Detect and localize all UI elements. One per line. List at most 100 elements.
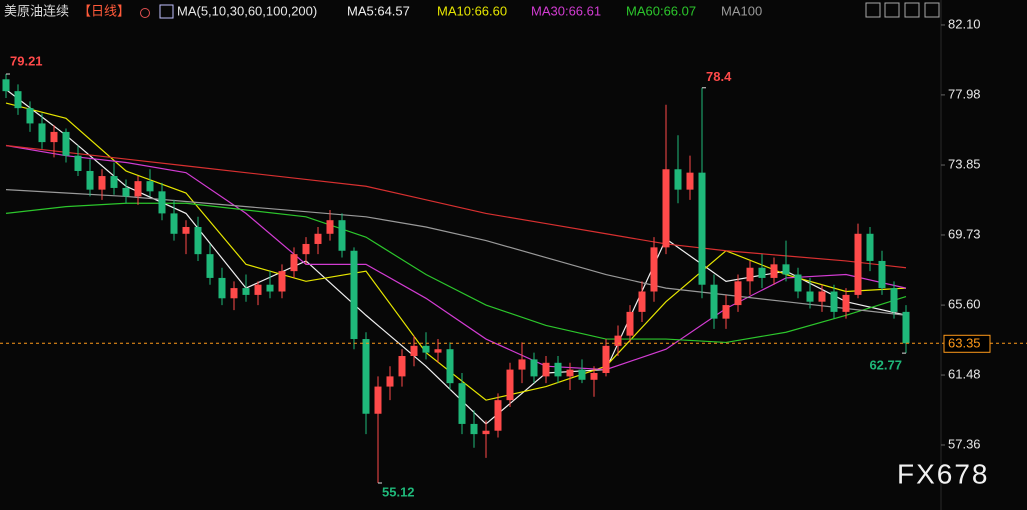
candle-body [458, 383, 466, 424]
legend-entry: MA60:66.07 [626, 3, 696, 18]
candle-body [254, 284, 262, 295]
candle-body [398, 356, 406, 377]
ma-line [5, 144, 907, 371]
tool-icon[interactable] [924, 2, 940, 18]
candle-body [122, 187, 130, 197]
indicator-icon[interactable] [159, 4, 174, 19]
last-price-label: 63.35 [948, 336, 981, 351]
candle-body [530, 359, 538, 377]
ma-line [5, 189, 907, 316]
candle-body [494, 400, 502, 431]
candle-body [722, 305, 730, 319]
candle-body [98, 176, 106, 190]
candle-body [770, 264, 778, 278]
ma-line [5, 202, 907, 344]
candle-body [890, 288, 898, 312]
candle-body [758, 267, 766, 278]
candle-body [710, 284, 718, 319]
candle-body [38, 123, 46, 143]
candle-body [350, 250, 358, 340]
y-tick-label: 69.73 [948, 226, 981, 241]
candle-body [302, 243, 310, 255]
annotation-label: 55.12 [382, 484, 415, 499]
y-tick-label: 73.85 [948, 156, 981, 171]
candle-body [314, 233, 322, 244]
candle-body [14, 91, 22, 109]
candle-body [866, 233, 874, 261]
annotation-label: 78.4 [706, 69, 732, 84]
candle-body [278, 271, 286, 292]
candle-body [542, 362, 550, 377]
candle-body [746, 267, 754, 282]
candle-body [362, 339, 370, 414]
y-tick-label: 82.10 [948, 16, 981, 31]
candle-body [62, 131, 70, 156]
candle-body [470, 423, 478, 435]
add-icon[interactable] [140, 8, 150, 18]
candle-body [614, 335, 622, 346]
y-tick-label: 65.60 [948, 297, 981, 312]
candle-body [518, 359, 526, 370]
candle-body [338, 220, 346, 251]
y-tick-label: 57.36 [948, 436, 981, 451]
candle-body [482, 430, 490, 435]
candle-body [686, 172, 694, 190]
candle-body [806, 291, 814, 302]
candle-body [830, 291, 838, 312]
ma-line [5, 88, 907, 425]
tool-icon[interactable] [904, 2, 920, 18]
candle-body [26, 108, 34, 124]
candle-body [590, 372, 598, 380]
legend-entry: MA30:66.61 [531, 3, 601, 18]
watermark: FX678 [897, 458, 990, 489]
candle-body [110, 176, 118, 188]
candle-body [698, 172, 706, 285]
candle-body [506, 369, 514, 401]
candle-body [290, 254, 298, 272]
y-tick-label: 77.98 [948, 86, 981, 101]
candle-body [74, 155, 82, 171]
last-price-box [943, 334, 991, 353]
candle-body [170, 213, 178, 234]
y-tick-label: 61.48 [948, 366, 981, 381]
tool-icon[interactable] [884, 2, 900, 18]
period: 【日线】 [78, 3, 130, 18]
candle-body [422, 345, 430, 353]
candle-body [266, 284, 274, 292]
ma-line [5, 102, 907, 401]
candle-body [230, 288, 238, 299]
annotation-label: 79.21 [10, 53, 43, 68]
candle-body [578, 369, 586, 380]
candle-body [878, 260, 886, 289]
candle-body [626, 311, 634, 336]
candle-body [158, 191, 166, 214]
annotation-label: 62.77 [869, 358, 902, 373]
tool-icon[interactable] [865, 2, 881, 18]
legend-entry: MA5:64.57 [347, 3, 410, 18]
candle-body [650, 247, 658, 292]
candle-body [194, 226, 202, 255]
candle-body [2, 79, 10, 92]
candle-body [86, 170, 94, 190]
candle-body [566, 369, 574, 377]
candle-body [818, 291, 826, 302]
candle-body [50, 131, 58, 143]
chart-title: 美原油连续 [4, 3, 69, 18]
candle-body [638, 291, 646, 312]
indicator: MA(5,10,30,60,100,200) [177, 3, 317, 18]
candle-body [674, 169, 682, 190]
candle-body [218, 277, 226, 299]
candle-body [902, 311, 910, 344]
candle-body [206, 254, 214, 278]
candle-body [146, 181, 154, 192]
legend-entry: MA100 [721, 3, 762, 18]
candle-body [842, 294, 850, 312]
candle-body [182, 226, 190, 234]
candle-body [386, 376, 394, 387]
candle-body [374, 386, 382, 414]
candle-body [446, 349, 454, 384]
candle-body [554, 362, 562, 377]
candle-body [434, 349, 442, 353]
candle-body [134, 181, 142, 197]
